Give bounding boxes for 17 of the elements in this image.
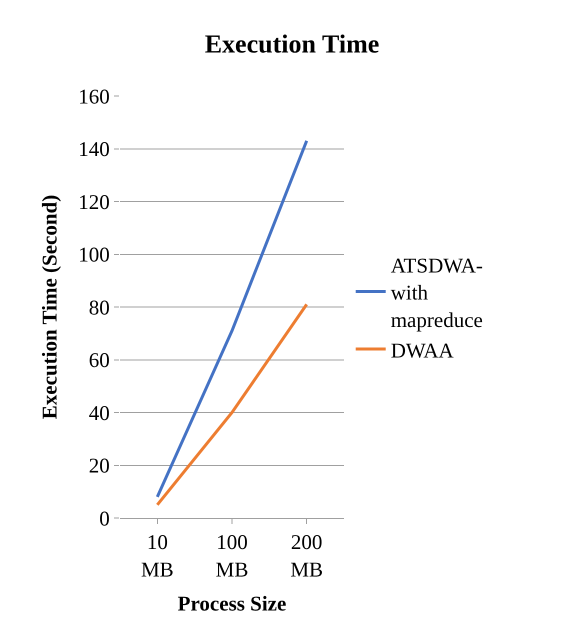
- x-tick-label: 200 MB: [290, 530, 324, 582]
- y-axis-title: Execution Time (Second): [37, 194, 62, 420]
- x-tick-label: 100 MB: [216, 530, 248, 582]
- y-tick-label: 40: [88, 400, 110, 425]
- y-tick-label: 160: [78, 84, 110, 108]
- y-tick-label: 100: [78, 242, 110, 267]
- legend-label: ATSDWA-with mapreduce: [390, 253, 483, 332]
- y-tick-label: 0: [99, 506, 110, 530]
- y-tick-label: 120: [78, 190, 110, 214]
- y-tick-label: 20: [88, 454, 110, 478]
- y-tick-label: 140: [78, 137, 110, 162]
- y-tick-label: 80: [88, 295, 110, 320]
- x-tick-label: 10 MB: [140, 530, 174, 582]
- chart-title: Execution Time: [204, 29, 380, 58]
- y-tick-label: 60: [88, 348, 110, 372]
- x-axis-title: Process Size: [178, 592, 286, 616]
- legend-label: DWAA: [390, 338, 455, 362]
